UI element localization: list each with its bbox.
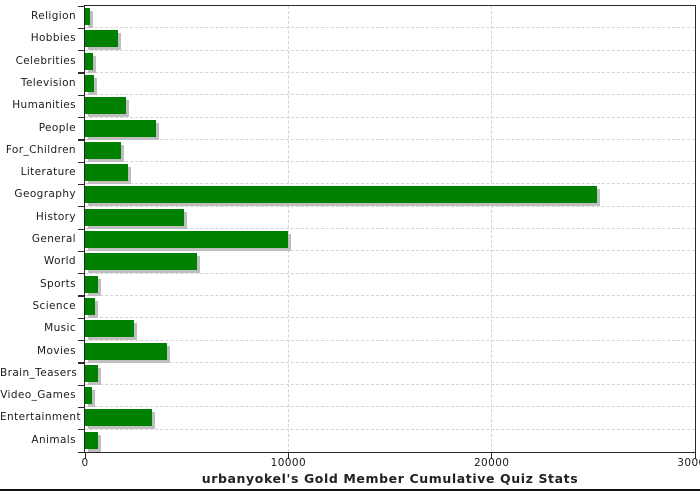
bar (85, 52, 93, 70)
x-tick-label: 0 (81, 457, 89, 469)
bar (85, 8, 91, 25)
gridline-horizontal (85, 183, 695, 185)
y-axis-tick (78, 72, 84, 74)
category-label: Science (32, 299, 76, 312)
y-axis-tick (78, 429, 84, 431)
bar (85, 253, 197, 271)
gridline-horizontal (85, 317, 695, 319)
y-axis-tick (78, 384, 84, 386)
bar (85, 97, 126, 115)
plot-area (78, 5, 696, 459)
gridline-horizontal (85, 49, 695, 51)
y-axis-tick (78, 340, 84, 342)
bar (85, 30, 118, 48)
y-axis-tick (78, 250, 84, 253)
category-label: For_Children (5, 143, 76, 156)
y-axis-tick (78, 451, 84, 453)
gridline-vertical (287, 6, 289, 452)
y-axis-tick (78, 139, 84, 141)
gridline-horizontal (85, 294, 695, 296)
x-axis-tick (694, 453, 696, 459)
category-label: Video_Games (0, 389, 76, 402)
y-axis-tick (78, 317, 84, 319)
category-label: World (43, 255, 76, 268)
gridline-vertical (491, 6, 493, 452)
bar (85, 342, 168, 360)
y-axis-tick (78, 5, 84, 7)
bar (85, 320, 134, 338)
category-label: Entertainment (0, 411, 81, 424)
gridline-horizontal (85, 116, 695, 118)
gridline-horizontal (85, 205, 695, 207)
gridline-horizontal (85, 27, 695, 29)
bar (85, 387, 93, 405)
gridline-horizontal (85, 428, 695, 430)
y-axis-tick (78, 206, 84, 208)
bar (85, 119, 156, 137)
bar (85, 364, 99, 382)
bar (85, 74, 94, 92)
gridline-horizontal (85, 406, 695, 408)
category-label: History (35, 210, 76, 223)
category-label: Brain_Teasers (0, 366, 78, 379)
gridline-horizontal (85, 361, 695, 363)
x-tick-label: 30000 (677, 457, 700, 469)
bar (85, 409, 153, 427)
y-axis-tick (78, 228, 84, 230)
gridline-horizontal (85, 384, 695, 386)
x-tick-label: 20000 (473, 457, 510, 469)
category-label: Literature (20, 166, 76, 179)
gridline-horizontal (85, 339, 695, 341)
category-label: Hobbies (30, 32, 76, 45)
bar (85, 431, 99, 449)
category-label: Movies (37, 344, 76, 357)
category-label: Geography (14, 188, 76, 201)
y-axis-tick (78, 117, 84, 119)
category-label: Television (20, 76, 76, 89)
y-axis-tick (78, 161, 84, 163)
bar (85, 141, 121, 159)
y-axis-tick (78, 94, 84, 96)
y-axis-tick (78, 406, 84, 409)
category-label: Humanities (12, 99, 76, 112)
bar (85, 231, 289, 248)
bottom-rule (0, 489, 700, 491)
gridline-horizontal (85, 228, 695, 229)
x-axis-tick (491, 453, 493, 459)
x-axis-tick (84, 453, 86, 459)
y-axis-tick (78, 50, 84, 52)
gridline-horizontal (85, 94, 695, 96)
chart-title: urbanyokel's Gold Member Cumulative Quiz… (201, 471, 579, 486)
category-label: Religion (31, 10, 76, 22)
x-tick-label: 10000 (270, 457, 307, 469)
x-axis-tick (287, 453, 290, 459)
bar (85, 297, 95, 315)
category-label: Celebrities (15, 54, 76, 67)
bar (85, 275, 99, 293)
gridline-horizontal (85, 71, 695, 73)
category-label: Music (44, 322, 76, 335)
category-label: Sports (39, 277, 76, 290)
y-axis-tick (78, 27, 84, 30)
bar (85, 208, 184, 226)
category-label: General (31, 233, 76, 245)
y-axis-tick (78, 362, 84, 364)
y-axis-tick (78, 295, 84, 297)
gridline-horizontal (85, 161, 695, 163)
y-axis-tick (78, 183, 84, 186)
category-label: Animals (31, 433, 76, 446)
y-axis-tick (78, 273, 84, 275)
gridline-horizontal (85, 272, 695, 274)
gridline-horizontal (85, 138, 695, 140)
category-label: People (38, 121, 76, 134)
bar (85, 186, 598, 204)
bar (85, 164, 128, 182)
gridline-horizontal (85, 250, 695, 252)
